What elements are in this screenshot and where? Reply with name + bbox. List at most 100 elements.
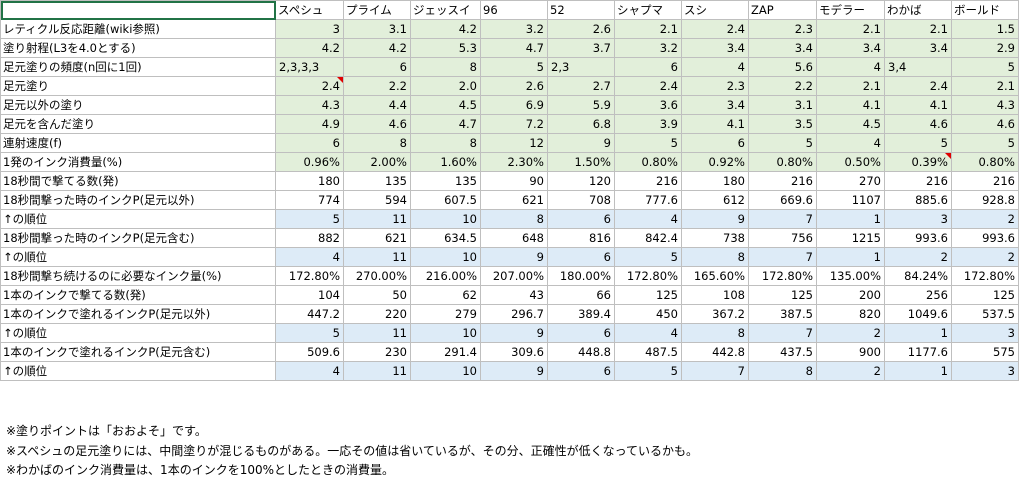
value-cell[interactable]: 5 xyxy=(748,133,817,153)
header-cell[interactable]: 52 xyxy=(547,0,615,20)
value-cell[interactable]: 2.2 xyxy=(748,76,817,96)
value-cell[interactable]: 367.2 xyxy=(681,304,749,324)
value-cell[interactable]: 7 xyxy=(748,323,817,343)
value-cell[interactable]: 291.4 xyxy=(410,342,481,362)
value-cell[interactable]: 5 xyxy=(614,133,682,153)
row-label-cell[interactable]: 1本のインクで撃てる数(発) xyxy=(0,285,276,305)
value-cell[interactable]: 6 xyxy=(547,247,615,267)
value-cell[interactable]: 575 xyxy=(951,342,1019,362)
value-cell[interactable]: 5.3 xyxy=(410,38,481,58)
row-label-cell[interactable]: ↑の順位 xyxy=(0,247,276,267)
value-cell[interactable]: 2.1 xyxy=(816,76,885,96)
value-cell[interactable]: 50 xyxy=(343,285,411,305)
value-cell[interactable]: 180 xyxy=(681,171,749,191)
value-cell[interactable]: 4 xyxy=(614,323,682,343)
value-cell[interactable]: 180 xyxy=(275,171,344,191)
value-cell[interactable]: 8 xyxy=(410,57,481,77)
value-cell[interactable]: 172.80% xyxy=(275,266,344,286)
value-cell[interactable]: 4.1 xyxy=(681,114,749,134)
value-cell[interactable]: 4.2 xyxy=(275,38,344,58)
row-label-cell[interactable]: 18秒間で撃てる数(発) xyxy=(0,171,276,191)
value-cell[interactable]: 8 xyxy=(480,209,548,229)
value-cell[interactable]: 4 xyxy=(816,57,885,77)
value-cell[interactable]: 6 xyxy=(275,133,344,153)
value-cell[interactable]: 172.80% xyxy=(614,266,682,286)
value-cell[interactable]: 2 xyxy=(951,247,1019,267)
value-cell[interactable]: 1215 xyxy=(816,228,885,248)
value-cell[interactable]: 0.92% xyxy=(681,152,749,172)
value-cell[interactable]: 2 xyxy=(816,323,885,343)
value-cell[interactable]: 11 xyxy=(343,209,411,229)
value-cell[interactable]: 1 xyxy=(884,361,952,381)
value-cell[interactable]: 216 xyxy=(884,171,952,191)
header-cell[interactable]: わかば xyxy=(884,0,952,20)
value-cell[interactable]: 6 xyxy=(681,133,749,153)
value-cell[interactable]: 43 xyxy=(480,285,548,305)
value-cell[interactable]: 3.9 xyxy=(614,114,682,134)
value-cell[interactable]: 2.0 xyxy=(410,76,481,96)
value-cell[interactable]: 8 xyxy=(343,133,411,153)
value-cell[interactable]: 4.6 xyxy=(884,114,952,134)
value-cell[interactable]: 2.4 xyxy=(681,19,749,39)
value-cell[interactable]: 4 xyxy=(614,209,682,229)
value-cell[interactable]: 5 xyxy=(614,247,682,267)
value-cell[interactable]: 4 xyxy=(816,133,885,153)
value-cell[interactable]: 885.6 xyxy=(884,190,952,210)
value-cell[interactable]: 2.2 xyxy=(343,76,411,96)
value-cell[interactable]: 2.6 xyxy=(480,76,548,96)
value-cell[interactable]: 125 xyxy=(951,285,1019,305)
value-cell[interactable]: 120 xyxy=(547,171,615,191)
value-cell[interactable]: 6 xyxy=(547,323,615,343)
value-cell[interactable]: 216.00% xyxy=(410,266,481,286)
value-cell[interactable]: 104 xyxy=(275,285,344,305)
row-label-cell[interactable]: ↑の順位 xyxy=(0,209,276,229)
value-cell[interactable]: 3.2 xyxy=(480,19,548,39)
value-cell[interactable]: 882 xyxy=(275,228,344,248)
value-cell[interactable]: 607.5 xyxy=(410,190,481,210)
header-cell[interactable]: スペシュ xyxy=(275,0,344,20)
value-cell[interactable]: 4.5 xyxy=(410,95,481,115)
value-cell[interactable]: 165.60% xyxy=(681,266,749,286)
value-cell[interactable]: 3 xyxy=(884,209,952,229)
value-cell[interactable]: 216 xyxy=(748,171,817,191)
value-cell[interactable]: 9 xyxy=(480,247,548,267)
value-cell[interactable]: 442.8 xyxy=(681,342,749,362)
row-label-cell[interactable]: 1発のインク消費量(%) xyxy=(0,152,276,172)
value-cell[interactable]: 1107 xyxy=(816,190,885,210)
row-label-cell[interactable]: 足元以外の塗り xyxy=(0,95,276,115)
value-cell[interactable]: 3 xyxy=(275,19,344,39)
value-cell[interactable]: 270.00% xyxy=(343,266,411,286)
value-cell[interactable]: 4.6 xyxy=(343,114,411,134)
value-cell[interactable]: 296.7 xyxy=(480,304,548,324)
value-cell[interactable]: 669.6 xyxy=(748,190,817,210)
value-cell[interactable]: 1049.6 xyxy=(884,304,952,324)
value-cell[interactable]: 62 xyxy=(410,285,481,305)
value-cell[interactable]: 4.2 xyxy=(343,38,411,58)
value-cell[interactable]: 10 xyxy=(410,323,481,343)
value-cell[interactable]: 6 xyxy=(547,361,615,381)
value-cell[interactable]: 66 xyxy=(547,285,615,305)
value-cell[interactable]: 3.4 xyxy=(681,38,749,58)
value-cell[interactable]: 3.7 xyxy=(547,38,615,58)
value-cell[interactable]: 11 xyxy=(343,361,411,381)
value-cell[interactable]: 4.6 xyxy=(951,114,1019,134)
value-cell[interactable]: 125 xyxy=(614,285,682,305)
header-cell[interactable]: ジェッスイ xyxy=(410,0,481,20)
header-cell[interactable]: シャプマ xyxy=(614,0,682,20)
selected-cell[interactable] xyxy=(0,0,276,20)
value-cell[interactable]: 3.4 xyxy=(681,95,749,115)
value-cell[interactable]: 3.6 xyxy=(614,95,682,115)
value-cell[interactable]: 448.8 xyxy=(547,342,615,362)
value-cell[interactable]: 5.6 xyxy=(748,57,817,77)
value-cell[interactable]: 90 xyxy=(480,171,548,191)
value-cell[interactable]: 621 xyxy=(480,190,548,210)
value-cell[interactable]: 0.80% xyxy=(748,152,817,172)
value-cell[interactable]: 4.7 xyxy=(410,114,481,134)
value-cell[interactable]: 4.3 xyxy=(951,95,1019,115)
value-cell[interactable]: 437.5 xyxy=(748,342,817,362)
value-cell[interactable]: 6 xyxy=(343,57,411,77)
value-cell[interactable]: 450 xyxy=(614,304,682,324)
value-cell[interactable]: 487.5 xyxy=(614,342,682,362)
value-cell[interactable]: 738 xyxy=(681,228,749,248)
value-cell[interactable]: 12 xyxy=(480,133,548,153)
